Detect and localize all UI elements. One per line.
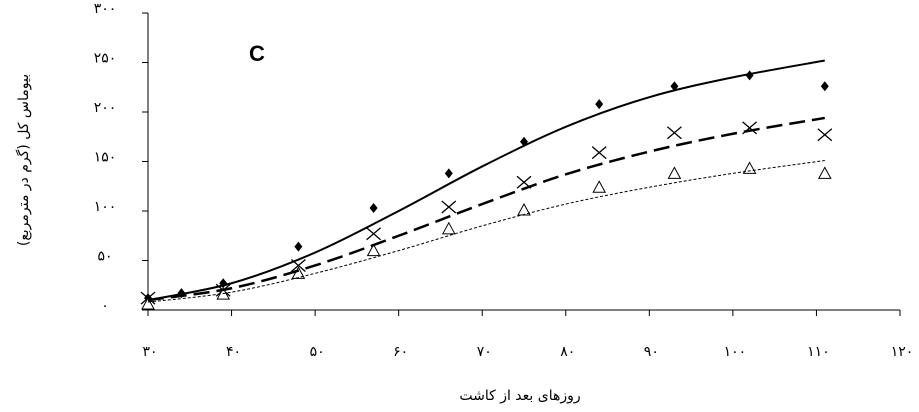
x-tick-label: ۴۰ (226, 344, 241, 360)
x-tick-label: ۶۰ (393, 344, 408, 360)
point (141, 297, 155, 310)
fit-curve (147, 160, 825, 303)
point (817, 128, 833, 142)
point (817, 166, 832, 179)
y-tick-label: ۲۰۰ (94, 100, 117, 116)
x-tick-label: ۸۰ (560, 344, 575, 360)
point (441, 200, 457, 214)
x-tick-label: ۵۰ (310, 344, 325, 360)
panel-label: C (249, 41, 265, 66)
point (517, 202, 531, 216)
point (366, 243, 381, 257)
y-axis-label: بیوماس کل (گرم در مترمربع) (15, 74, 32, 246)
point (591, 146, 607, 160)
fit-curve (147, 116, 826, 302)
x-tick-label: ۹۰ (644, 344, 659, 360)
x-tick-label: ۱۲۰ (891, 344, 914, 360)
point (742, 161, 757, 174)
point (670, 81, 679, 92)
y-tick-label: ۳۰۰ (94, 1, 117, 17)
point (369, 203, 378, 214)
x-axis-label: روزهای بعد از کاشت (459, 388, 580, 404)
y-tick-label: ۱۰۰ (94, 199, 117, 215)
point (366, 227, 382, 241)
point (592, 180, 607, 193)
point (667, 166, 682, 179)
x-tick-label: ۱۱۰ (807, 344, 830, 360)
x-tick-label: ۷۰ (477, 344, 492, 360)
point (820, 81, 829, 92)
point (444, 168, 453, 179)
y-tick-label: ۰ (101, 298, 109, 314)
y-tick-label: ۱۵۰ (94, 150, 117, 166)
point (291, 266, 306, 279)
point (595, 99, 604, 110)
y-tick-label: ۲۵۰ (94, 51, 117, 67)
point (666, 126, 682, 140)
point (294, 241, 303, 252)
y-tick-label: ۵۰ (97, 249, 112, 265)
x-tick-label: ۳۰ (142, 344, 157, 360)
x-tick-label: ۱۰۰ (724, 344, 747, 360)
fit-curve (147, 59, 825, 302)
point (441, 221, 456, 235)
